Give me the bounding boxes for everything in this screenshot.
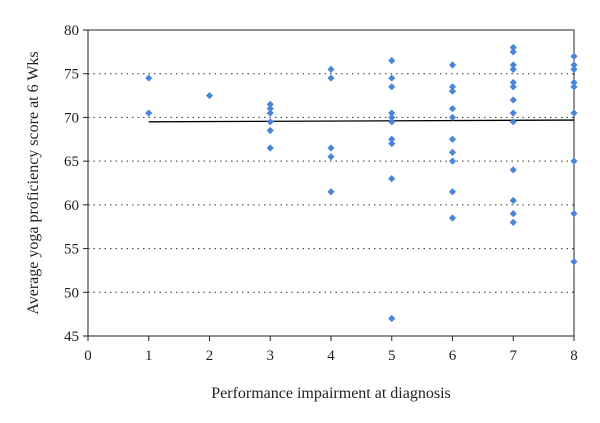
data-point: [327, 188, 335, 196]
x-tick-label: 8: [570, 348, 578, 364]
data-point: [509, 65, 517, 73]
x-axis-title: Performance impairment at diagnosis: [211, 385, 450, 402]
y-tick-label: 70: [64, 110, 79, 126]
y-tick-label: 50: [64, 285, 79, 301]
x-tick-label: 6: [449, 348, 457, 364]
data-point: [448, 135, 457, 143]
data-point: [448, 87, 457, 95]
y-tick-label: 65: [64, 154, 79, 170]
data-point: [448, 188, 457, 196]
data-point: [448, 113, 457, 122]
data-point: [388, 135, 396, 143]
data-point: [388, 83, 396, 91]
data-point: [266, 105, 274, 113]
data-point: [509, 210, 517, 218]
data-point: [388, 109, 396, 117]
y-tick-label: 45: [64, 329, 79, 345]
data-point: [448, 105, 457, 113]
x-tick-label: 4: [327, 348, 335, 364]
data-point: [509, 61, 517, 69]
data-point: [327, 153, 335, 161]
x-tick-label: 3: [267, 348, 275, 364]
data-point: [570, 65, 578, 73]
grid-lines: [88, 73, 574, 293]
x-tick-label: 5: [388, 348, 396, 364]
data-point: [266, 100, 274, 108]
data-point: [570, 83, 578, 91]
data-point: [570, 157, 578, 165]
data-point: [266, 118, 274, 126]
data-point: [388, 57, 396, 65]
y-tick-label: 80: [64, 23, 79, 39]
data-point: [509, 78, 517, 87]
x-tick-label: 1: [145, 348, 153, 364]
trendline-group: [148, 119, 575, 123]
data-point: [570, 210, 578, 218]
x-tick-label: 7: [510, 348, 518, 364]
data-point: [327, 65, 335, 73]
data-point: [205, 91, 214, 100]
data-point: [448, 148, 457, 156]
data-point: [448, 214, 457, 222]
data-point: [570, 61, 578, 69]
data-point: [145, 74, 153, 82]
data-point: [388, 74, 396, 82]
data-point: [448, 61, 457, 69]
data-point: [266, 126, 274, 135]
data-point: [570, 78, 578, 87]
data-point: [266, 109, 274, 117]
data-point: [509, 196, 517, 205]
data-point: [509, 218, 517, 226]
data-points: [145, 43, 578, 323]
y-tick-label: 60: [64, 198, 79, 214]
data-point: [388, 314, 396, 323]
data-point: [509, 48, 517, 56]
trendline: [148, 119, 575, 123]
y-tick-label: 55: [64, 242, 79, 258]
data-point: [570, 109, 578, 117]
data-point: [388, 118, 396, 126]
y-tick-label: 75: [64, 67, 79, 83]
data-point: [570, 52, 578, 60]
data-point: [509, 118, 517, 126]
data-point: [388, 113, 396, 122]
data-point: [145, 109, 153, 117]
data-point: [448, 157, 457, 165]
data-point: [266, 144, 274, 152]
data-point: [570, 258, 578, 266]
x-tick-label: 0: [84, 348, 92, 364]
data-point: [509, 83, 517, 91]
data-point: [327, 74, 335, 82]
x-tick-label: 2: [206, 348, 214, 364]
data-point: [388, 175, 396, 183]
data-point: [509, 43, 517, 52]
data-point: [448, 83, 457, 91]
data-point: [388, 140, 396, 148]
y-axis-title: Average yoga proficiency score at 6 Wks: [25, 51, 42, 314]
data-point: [509, 166, 517, 174]
data-point: [509, 96, 517, 104]
data-point: [327, 144, 335, 152]
data-point: [509, 109, 517, 117]
